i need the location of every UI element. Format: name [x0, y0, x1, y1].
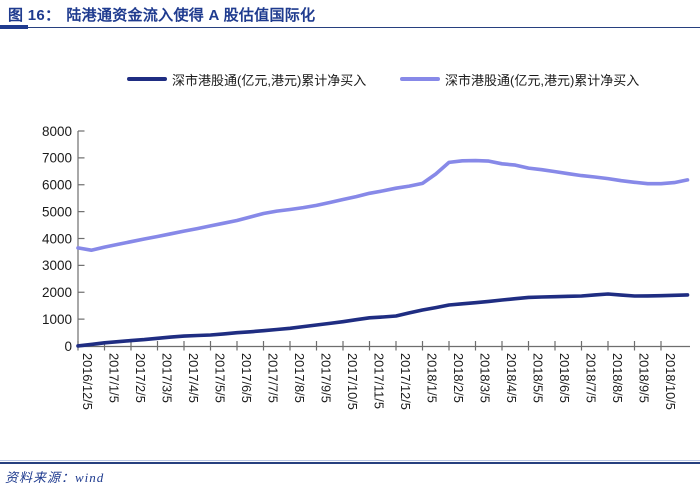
x-axis-label: 2018/3/5 [477, 353, 492, 403]
x-axis-label: 2017/10/5 [345, 353, 360, 410]
x-axis-label: 2018/4/5 [504, 353, 519, 403]
footer-divider [0, 462, 700, 464]
figure-title: 图 16： 陆港通资金流入使得 A 股估值国际化 [8, 6, 315, 26]
x-axis-label: 2018/10/5 [663, 353, 678, 410]
x-axis-label: 2017/1/5 [106, 353, 121, 403]
x-axis-label: 2017/12/5 [398, 353, 413, 410]
figure-number-label: 图 16： [8, 7, 61, 24]
series-line-light [76, 158, 690, 252]
legend-label-dark-series: 深市港股通(亿元,港元)累计净买入 [172, 72, 367, 88]
x-axis-label: 2017/8/5 [292, 353, 307, 403]
legend-item-dark-series: 深市港股通(亿元,港元)累计净买入 [127, 70, 366, 88]
data-source-note: 资料来源：wind [5, 467, 104, 486]
title-divider-accent [0, 25, 28, 29]
footer-divider-light [0, 460, 700, 461]
x-axis-label: 2017/11/5 [371, 353, 386, 409]
y-axis-label: 4000 [42, 231, 72, 246]
data-source-name: wind [75, 470, 105, 485]
series-line-dark [76, 292, 690, 348]
x-axis-label: 2018/8/5 [610, 353, 625, 403]
x-axis-label: 2017/6/5 [239, 353, 254, 403]
x-axis-label: 2017/9/5 [318, 353, 333, 403]
x-axis-label: 2018/2/5 [451, 353, 466, 403]
data-source-prefix: 资料来源： [5, 470, 76, 485]
x-axis-label: 2018/5/5 [530, 353, 545, 403]
y-axis-label: 8000 [42, 124, 72, 139]
x-axis-label: 2018/6/5 [557, 353, 572, 403]
chart-legend: 深市港股通(亿元,港元)累计净买入 深市港股通(亿元,港元)累计净买入 [0, 70, 700, 88]
x-axis-label: 2018/9/5 [636, 353, 651, 403]
legend-line-swatch-light [400, 77, 440, 81]
x-axis-label: 2017/5/5 [212, 353, 227, 403]
x-axis-label: 2017/2/5 [133, 353, 148, 403]
y-axis-label: 6000 [42, 178, 72, 193]
figure-title-text: 陆港通资金流入使得 A 股估值国际化 [66, 7, 316, 24]
y-axis-label: 7000 [42, 151, 72, 166]
legend-line-swatch-dark [127, 77, 167, 81]
x-axis-label: 2018/7/5 [583, 353, 598, 403]
y-axis-label: 3000 [42, 258, 72, 273]
title-divider [0, 27, 700, 28]
x-axis-label: 2016/12/5 [80, 353, 95, 410]
x-axis-label: 2017/7/5 [265, 353, 280, 403]
legend-item-light-series: 深市港股通(亿元,港元)累计净买入 [400, 70, 639, 88]
y-axis-label: 2000 [42, 285, 72, 300]
x-axis-label: 2017/4/5 [186, 353, 201, 403]
x-axis-label: 2018/1/5 [424, 353, 439, 403]
y-axis-label: 5000 [42, 204, 72, 219]
y-axis-label: 1000 [42, 312, 72, 327]
y-axis-label: 0 [64, 339, 72, 354]
x-axis-label: 2017/3/5 [159, 353, 174, 403]
legend-label-light-series: 深市港股通(亿元,港元)累计净买入 [445, 72, 640, 88]
